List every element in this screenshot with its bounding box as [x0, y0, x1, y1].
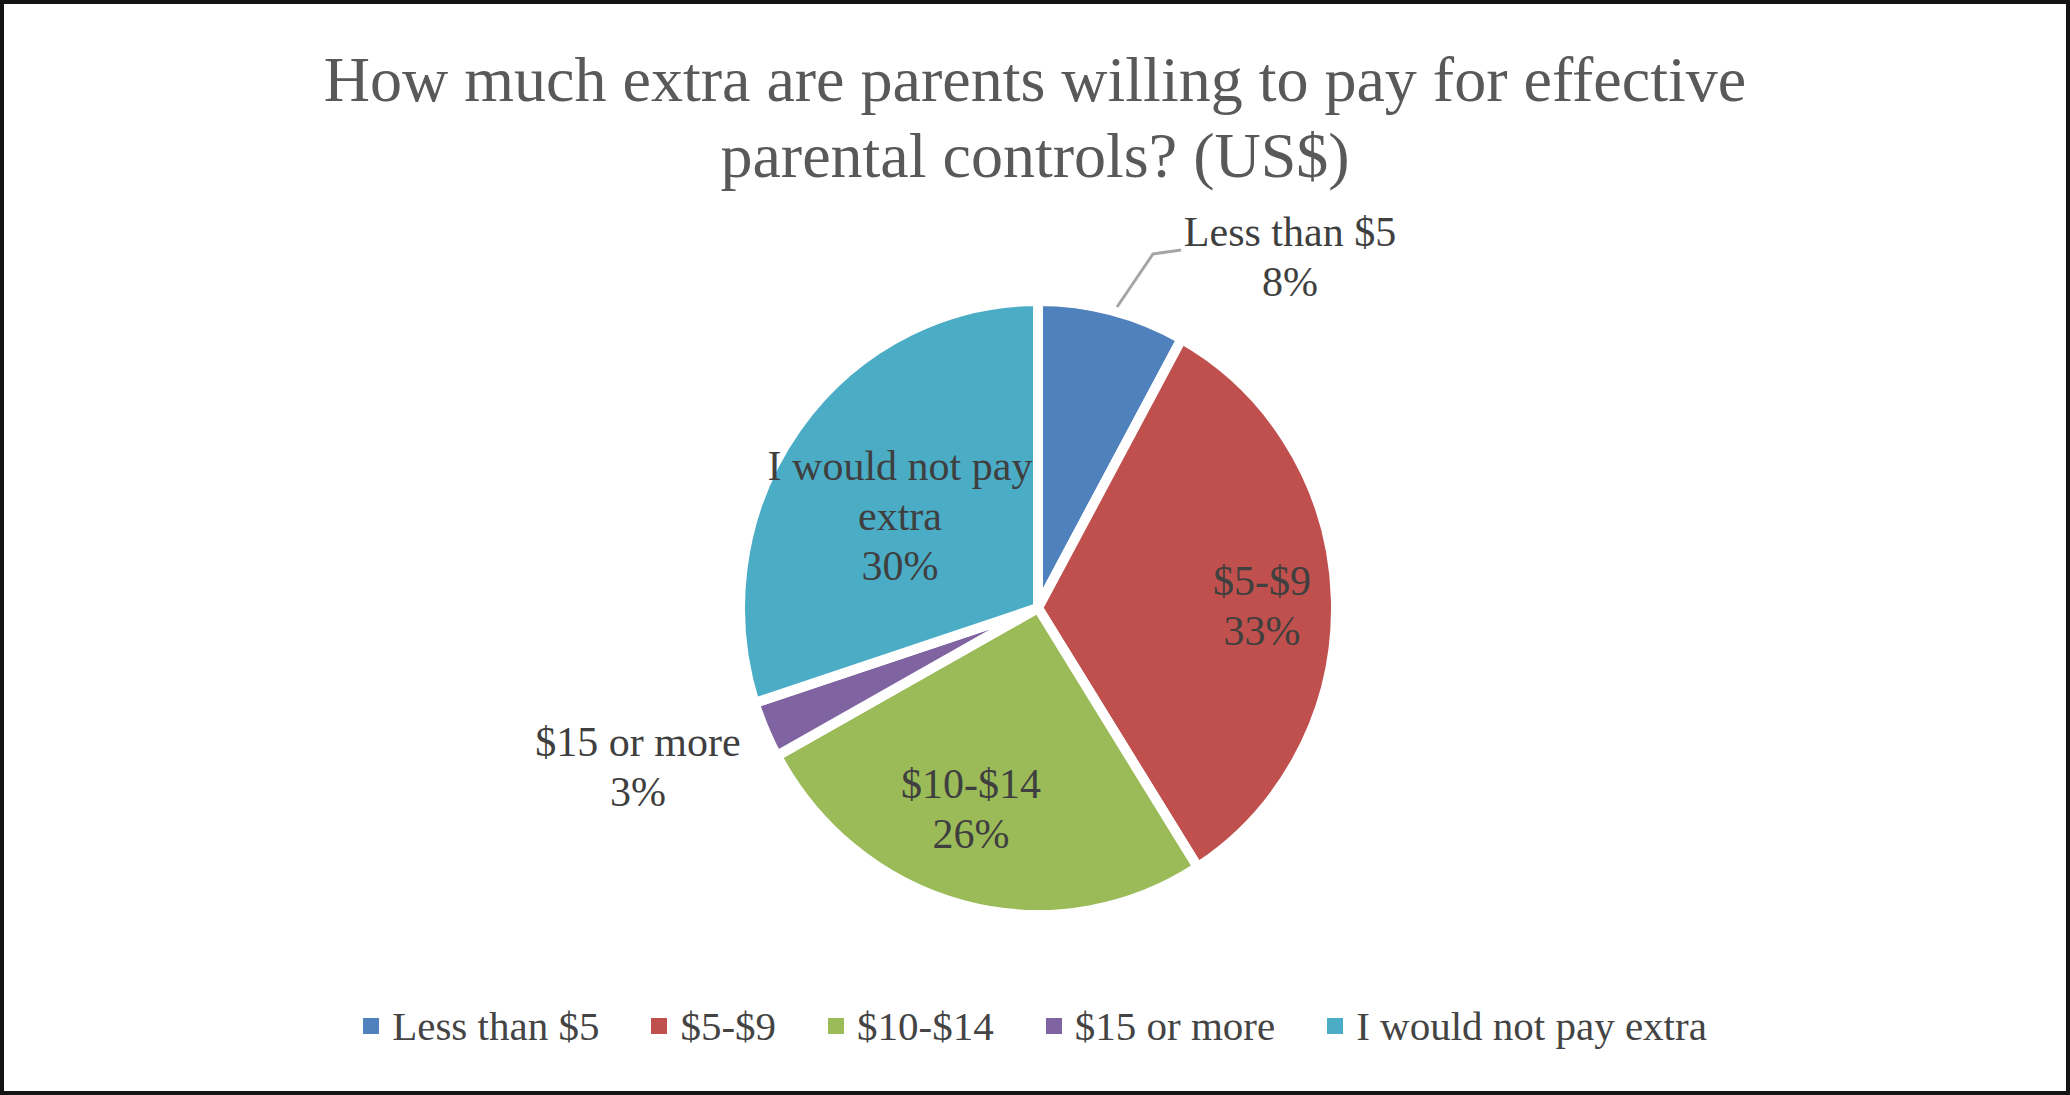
legend-label-less-than-5: Less than $5 — [392, 1002, 599, 1050]
legend-marker-10-14 — [828, 1018, 844, 1034]
legend-item-less-than-5[interactable]: Less than $5 — [363, 1002, 599, 1050]
slice-label-10-14: $10-$14 26% — [901, 759, 1041, 859]
leader-line-less-than-5 — [1117, 250, 1181, 307]
legend-marker-less-than-5 — [363, 1018, 379, 1034]
legend-item-5-9[interactable]: $5-$9 — [651, 1002, 776, 1050]
legend-label-5-9: $5-$9 — [680, 1002, 776, 1050]
legend-item-15-or-more[interactable]: $15 or more — [1046, 1002, 1275, 1050]
legend-marker-5-9 — [651, 1018, 667, 1034]
slice-label-5-9: $5-$9 33% — [1213, 556, 1311, 656]
legend-item-10-14[interactable]: $10-$14 — [828, 1002, 994, 1050]
chart-frame: How much extra are parents willing to pa… — [0, 0, 2070, 1095]
legend-label-10-14: $10-$14 — [857, 1002, 994, 1050]
legend-marker-i-would-not-pay-extra — [1327, 1018, 1343, 1034]
slice-label-i-would-not-pay-extra: I would not pay extra 30% — [760, 441, 1040, 591]
legend-label-15-or-more: $15 or more — [1075, 1002, 1275, 1050]
slice-label-15-or-more: $15 or more 3% — [535, 717, 740, 817]
legend-item-i-would-not-pay-extra[interactable]: I would not pay extra — [1327, 1002, 1707, 1050]
slice-label-less-than-5: Less than $5 8% — [1184, 207, 1396, 307]
legend-marker-15-or-more — [1046, 1018, 1062, 1034]
legend: Less than $5 $5-$9 $10-$14 $15 or more I wou… — [4, 1002, 2066, 1050]
legend-label-i-would-not-pay-extra: I would not pay extra — [1356, 1002, 1707, 1050]
